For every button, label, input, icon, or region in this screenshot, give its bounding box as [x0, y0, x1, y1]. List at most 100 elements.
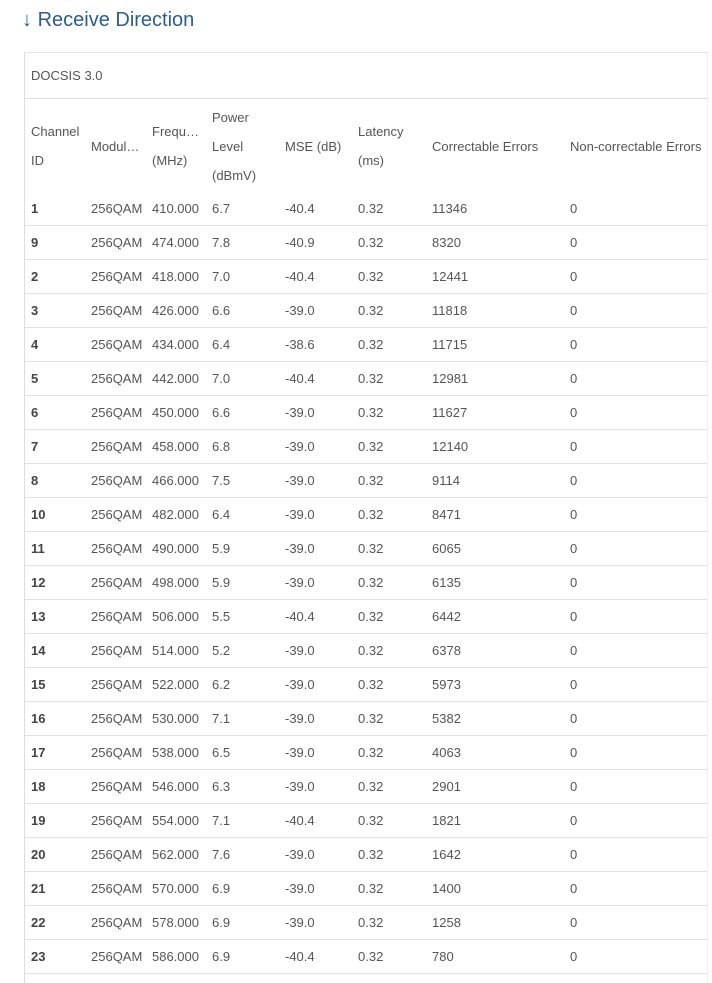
cell-modulation: 256QAM — [85, 837, 146, 872]
page-title-text: Receive Direction — [37, 9, 195, 31]
table-row: 21 256QAM 570.000 6.9 -39.0 0.32 1400 0 — [25, 871, 707, 906]
cell-channel-id: 12 — [25, 565, 85, 600]
cell-mse: -39.0 — [279, 769, 352, 804]
cell-latency: 0.32 — [352, 701, 426, 736]
cell-correctable-errors: 12981 — [426, 361, 564, 396]
cell-modulation: 256QAM — [85, 395, 146, 430]
cell-mse: -39.0 — [279, 905, 352, 940]
table-row: 10 256QAM 482.000 6.4 -39.0 0.32 8471 0 — [25, 497, 707, 532]
cell-channel-id: 16 — [25, 701, 85, 736]
cell-channel-id: 19 — [25, 803, 85, 838]
table-row: 6 256QAM 450.000 6.6 -39.0 0.32 11627 0 — [25, 395, 707, 430]
cell-mse: -39.0 — [279, 701, 352, 736]
cell-modulation: 256QAM — [85, 939, 146, 974]
table-row: 5 256QAM 442.000 7.0 -40.4 0.32 12981 0 — [25, 361, 707, 396]
cell-channel-id: 9 — [25, 225, 85, 260]
cell-correctable-errors: 12140 — [426, 429, 564, 464]
cell-modulation: 256QAM — [85, 803, 146, 838]
cell-power-level: 7.5 — [206, 463, 279, 498]
table-row: 18 256QAM 546.000 6.3 -39.0 0.32 2901 0 — [25, 769, 707, 804]
cell-correctable-errors: 5382 — [426, 701, 564, 736]
cell-noncorrectable-errors: 0 — [564, 667, 707, 702]
cell-frequency: 442.000 — [146, 361, 206, 396]
cell-latency: 0.32 — [352, 735, 426, 770]
cell-noncorrectable-errors: 0 — [564, 939, 707, 974]
cell-latency: 0.32 — [352, 905, 426, 940]
cell-power-level: 6.4 — [206, 327, 279, 362]
cell-latency: 0.32 — [352, 803, 426, 838]
table-row: 23 256QAM 586.000 6.9 -40.4 0.32 780 0 — [25, 939, 707, 974]
cell-correctable-errors: 9114 — [426, 463, 564, 498]
table-row: 9 256QAM 474.000 7.8 -40.9 0.32 8320 0 — [25, 225, 707, 260]
table-row: 19 256QAM 554.000 7.1 -40.4 0.32 1821 0 — [25, 803, 707, 838]
cell-mse: -39.0 — [279, 871, 352, 906]
cell-latency: 0.32 — [352, 463, 426, 498]
cell-correctable-errors: 4063 — [426, 735, 564, 770]
table-row: 17 256QAM 538.000 6.5 -39.0 0.32 4063 0 — [25, 735, 707, 770]
cell-latency: 0.32 — [352, 871, 426, 906]
cell-frequency: 466.000 — [146, 463, 206, 498]
cell-noncorrectable-errors: 0 — [564, 293, 707, 328]
cell-correctable-errors: 11627 — [426, 395, 564, 430]
header-power-level[interactable]: Power Level (dBmV) — [212, 109, 257, 183]
header-correctable-errors[interactable]: Correctable Errors — [432, 138, 539, 154]
header-channel-id[interactable]: Channel ID — [31, 124, 80, 168]
cell-modulation: 256QAM — [85, 565, 146, 600]
cell-noncorrectable-errors: 0 — [564, 531, 707, 566]
cell-power-level: 6.6 — [206, 395, 279, 430]
cell-mse: -39.0 — [279, 667, 352, 702]
cell-noncorrectable-errors: 0 — [564, 361, 707, 396]
cell-noncorrectable-errors: 0 — [564, 905, 707, 940]
header-mse[interactable]: MSE (dB) — [285, 138, 342, 154]
cell-mse: -39.0 — [279, 633, 352, 668]
arrow-down-icon: ↓ — [22, 9, 32, 31]
table-row: 1 256QAM 410.000 6.7 -40.4 0.32 11346 0 — [25, 192, 707, 226]
cell-frequency: 474.000 — [146, 225, 206, 260]
cell-mse: -38.6 — [279, 327, 352, 362]
cell-correctable-errors: 780 — [426, 939, 564, 974]
cell-modulation: 256QAM — [85, 633, 146, 668]
table-row: 22 256QAM 578.000 6.9 -39.0 0.32 1258 0 — [25, 905, 707, 940]
cell-channel-id: 20 — [25, 837, 85, 872]
cell-channel-id: 6 — [25, 395, 85, 430]
cell-channel-id: 4 — [25, 327, 85, 362]
header-frequency-unit: (MHz) — [152, 153, 188, 168]
page-title: ↓ Receive Direction — [22, 9, 194, 32]
cell-modulation: 256QAM — [85, 293, 146, 328]
cell-latency: 0.32 — [352, 259, 426, 294]
cell-modulation: 256QAM — [85, 327, 146, 362]
cell-frequency: 530.000 — [146, 701, 206, 736]
cell-modulation: 256QAM — [85, 701, 146, 736]
cell-channel-id: 3 — [25, 293, 85, 328]
cell-power-level: 6.2 — [206, 667, 279, 702]
cell-correctable-errors: 6135 — [426, 565, 564, 600]
cell-latency: 0.32 — [352, 395, 426, 430]
table-row: 8 256QAM 466.000 7.5 -39.0 0.32 9114 0 — [25, 463, 707, 498]
cell-channel-id: 1 — [25, 192, 85, 226]
cell-frequency: 514.000 — [146, 633, 206, 668]
cell-modulation: 256QAM — [85, 871, 146, 906]
cell-power-level: 6.5 — [206, 735, 279, 770]
cell-noncorrectable-errors: 0 — [564, 395, 707, 430]
header-frequency[interactable]: Frequency (MHz) — [146, 99, 206, 192]
cell-frequency: 506.000 — [146, 599, 206, 634]
cell-channel-id: 14 — [25, 633, 85, 668]
cell-latency: 0.32 — [352, 192, 426, 226]
cell-correctable-errors: 11818 — [426, 293, 564, 328]
cell-noncorrectable-errors: 0 — [564, 769, 707, 804]
cell-channel-id: 22 — [25, 905, 85, 940]
cell-correctable-errors: 8471 — [426, 497, 564, 532]
cell-correctable-errors: 1400 — [426, 871, 564, 906]
table-row: 12 256QAM 498.000 5.9 -39.0 0.32 6135 0 — [25, 565, 707, 600]
cell-frequency: 410.000 — [146, 192, 206, 226]
cell-frequency: 450.000 — [146, 395, 206, 430]
cell-latency: 0.32 — [352, 429, 426, 464]
cell-channel-id: 13 — [25, 599, 85, 634]
header-modulation[interactable]: Modulation — [91, 138, 146, 154]
cell-power-level: 7.1 — [206, 701, 279, 736]
header-latency[interactable]: Latency (ms) — [358, 124, 404, 168]
cell-latency: 0.32 — [352, 837, 426, 872]
cell-power-level: 6.8 — [206, 429, 279, 464]
cell-modulation: 256QAM — [85, 192, 146, 226]
header-noncorrectable-errors[interactable]: Non-correctable Errors — [570, 138, 702, 154]
